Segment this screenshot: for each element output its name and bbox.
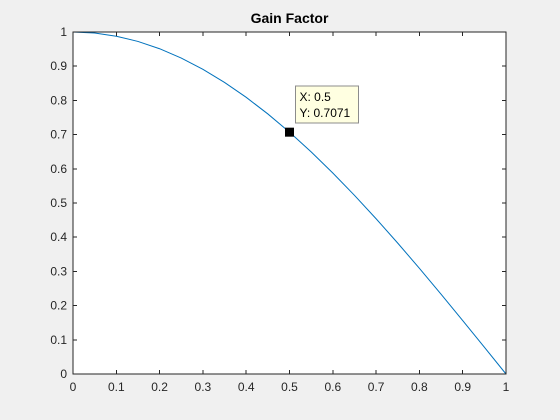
y-tick-label: 1 bbox=[60, 25, 67, 39]
x-tick-label: 0.5 bbox=[281, 380, 298, 394]
x-tick-label: 0.2 bbox=[151, 380, 168, 394]
x-tick-label: 0.1 bbox=[108, 380, 125, 394]
y-tick-label: 0 bbox=[60, 367, 67, 381]
y-tick-label: 0.9 bbox=[50, 59, 67, 73]
chart-title: Gain Factor bbox=[251, 10, 329, 26]
datatip[interactable]: X: 0.5 Y: 0.7071 bbox=[285, 85, 359, 137]
y-tick-label: 0.6 bbox=[50, 162, 67, 176]
y-tick-label: 0.4 bbox=[50, 230, 67, 244]
x-tick-label: 0.3 bbox=[195, 380, 212, 394]
y-tick-label: 0.5 bbox=[50, 196, 67, 210]
x-tick-label: 0.6 bbox=[324, 380, 341, 394]
x-tick-label: 0.7 bbox=[368, 380, 385, 394]
x-tick-label: 0.9 bbox=[454, 380, 471, 394]
datatip-y-text: Y: 0.7071 bbox=[300, 106, 351, 120]
x-tick-label: 1 bbox=[503, 380, 510, 394]
y-tick-label: 0.3 bbox=[50, 264, 67, 278]
y-tick-label: 0.7 bbox=[50, 128, 67, 142]
x-tick-label: 0.4 bbox=[238, 380, 255, 394]
ticks-layer: 0 0.1 0.2 0.3 0.4 0.5 0.6 0.7 0.8 0.9 1 0 0.1 0.2 0.3 0… bbox=[50, 25, 509, 394]
y-tick-label: 0.1 bbox=[50, 333, 67, 347]
datatip-x-text: X: 0.5 bbox=[300, 90, 332, 104]
datatip-marker[interactable] bbox=[285, 127, 294, 137]
x-tick-label: 0.8 bbox=[411, 380, 428, 394]
y-tick-label: 0.2 bbox=[50, 299, 67, 313]
datatip-box[interactable] bbox=[295, 85, 359, 124]
axes-area[interactable] bbox=[73, 32, 506, 374]
y-tick-label: 0.8 bbox=[50, 93, 67, 107]
x-tick-label: 0 bbox=[70, 380, 77, 394]
